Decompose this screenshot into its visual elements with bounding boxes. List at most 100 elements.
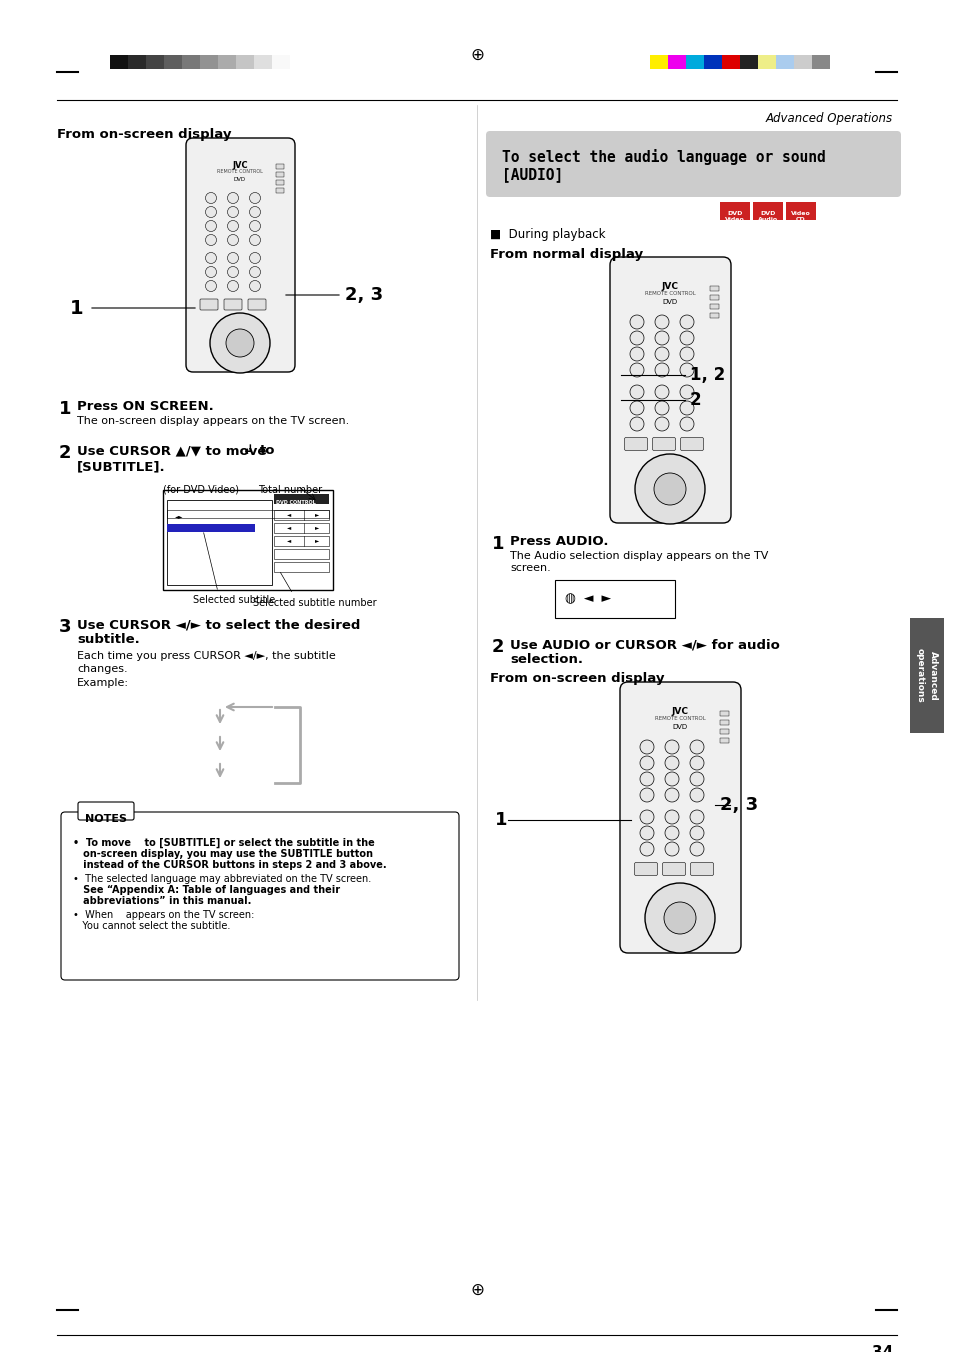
- Circle shape: [250, 220, 260, 231]
- Bar: [274, 549, 329, 558]
- Text: changes.: changes.: [77, 664, 128, 675]
- Circle shape: [227, 266, 238, 277]
- Circle shape: [639, 826, 654, 840]
- Bar: [740, 55, 758, 69]
- Circle shape: [655, 362, 668, 377]
- Bar: [709, 314, 719, 318]
- Text: JVC: JVC: [671, 707, 688, 717]
- Circle shape: [663, 902, 696, 934]
- Bar: [275, 164, 284, 169]
- Bar: [274, 535, 329, 546]
- Text: JVC: JVC: [232, 161, 248, 170]
- Text: screen.: screen.: [510, 562, 550, 573]
- Text: Use CURSOR ◄/► to select the desired: Use CURSOR ◄/► to select the desired: [77, 618, 360, 631]
- Bar: [793, 55, 811, 69]
- Circle shape: [205, 234, 216, 246]
- Text: Advanced Operations: Advanced Operations: [765, 112, 892, 124]
- FancyBboxPatch shape: [78, 802, 133, 821]
- Text: ◄: ◄: [287, 538, 291, 544]
- FancyBboxPatch shape: [661, 863, 685, 876]
- Text: Press AUDIO.: Press AUDIO.: [510, 535, 608, 548]
- Bar: [709, 295, 719, 300]
- Bar: [274, 510, 329, 521]
- Circle shape: [205, 266, 216, 277]
- Text: REMOTE CONTROL: REMOTE CONTROL: [654, 717, 704, 721]
- FancyBboxPatch shape: [485, 131, 900, 197]
- Text: 2, 3: 2, 3: [720, 796, 758, 814]
- Text: ⊕: ⊕: [470, 1280, 483, 1299]
- Bar: [167, 510, 329, 518]
- Text: You cannot select the subtitle.: You cannot select the subtitle.: [73, 921, 230, 932]
- Text: The Audio selection display appears on the TV: The Audio selection display appears on t…: [510, 552, 767, 561]
- Text: DVD: DVD: [726, 211, 741, 216]
- Bar: [720, 729, 728, 734]
- Text: From on-screen display: From on-screen display: [490, 672, 664, 685]
- Circle shape: [664, 772, 679, 786]
- Bar: [785, 201, 815, 220]
- Bar: [709, 304, 719, 310]
- Bar: [752, 201, 782, 220]
- Text: 1: 1: [495, 811, 507, 829]
- Circle shape: [629, 347, 643, 361]
- Circle shape: [250, 207, 260, 218]
- Text: [AUDIO]: [AUDIO]: [501, 168, 562, 183]
- Bar: [164, 55, 182, 69]
- Text: 1: 1: [59, 400, 71, 418]
- Bar: [685, 55, 703, 69]
- Text: DVD: DVD: [661, 299, 677, 306]
- Circle shape: [639, 772, 654, 786]
- Text: NOTES: NOTES: [85, 814, 127, 823]
- Text: DVD: DVD: [760, 211, 775, 216]
- Bar: [720, 738, 728, 744]
- Bar: [110, 55, 128, 69]
- Text: [SUBTITLE].: [SUBTITLE].: [77, 460, 166, 473]
- Circle shape: [635, 454, 704, 525]
- Circle shape: [689, 826, 703, 840]
- Text: 2, 3: 2, 3: [345, 287, 383, 304]
- Bar: [128, 55, 146, 69]
- FancyBboxPatch shape: [186, 138, 294, 372]
- Circle shape: [639, 756, 654, 771]
- Circle shape: [639, 810, 654, 823]
- Bar: [182, 55, 200, 69]
- Circle shape: [250, 192, 260, 204]
- Text: on-screen display, you may use the SUBTITLE button: on-screen display, you may use the SUBTI…: [73, 849, 373, 859]
- Circle shape: [205, 192, 216, 204]
- Bar: [720, 201, 749, 220]
- Text: ◍  ◄  ►: ◍ ◄ ►: [564, 592, 611, 604]
- Circle shape: [689, 810, 703, 823]
- Text: ◄: ◄: [287, 512, 291, 518]
- Text: DVD CONTROL: DVD CONTROL: [275, 500, 315, 506]
- Text: ►: ►: [314, 512, 318, 518]
- Circle shape: [689, 842, 703, 856]
- Circle shape: [689, 756, 703, 771]
- Circle shape: [639, 842, 654, 856]
- Text: abbreviations” in this manual.: abbreviations” in this manual.: [73, 896, 251, 906]
- Text: From on-screen display: From on-screen display: [57, 128, 232, 141]
- Text: Selected subtitle: Selected subtitle: [193, 595, 275, 604]
- Circle shape: [210, 314, 270, 373]
- Circle shape: [226, 329, 253, 357]
- Circle shape: [629, 402, 643, 415]
- Text: Selected subtitle number: Selected subtitle number: [253, 598, 376, 608]
- Text: ◄: ◄: [287, 526, 291, 530]
- FancyBboxPatch shape: [652, 438, 675, 450]
- Text: instead of the CURSOR buttons in steps 2 and 3 above.: instead of the CURSOR buttons in steps 2…: [73, 860, 386, 869]
- Text: Video: Video: [790, 211, 810, 216]
- FancyBboxPatch shape: [200, 299, 218, 310]
- Text: 1, 2: 1, 2: [689, 366, 724, 384]
- Circle shape: [679, 347, 693, 361]
- Text: ⊕: ⊕: [470, 46, 483, 64]
- Text: 1: 1: [492, 535, 504, 553]
- Circle shape: [227, 280, 238, 292]
- Circle shape: [655, 385, 668, 399]
- Circle shape: [250, 266, 260, 277]
- Text: •  The selected language may abbreviated on the TV screen.: • The selected language may abbreviated …: [73, 873, 371, 884]
- FancyBboxPatch shape: [248, 299, 266, 310]
- Circle shape: [629, 315, 643, 329]
- FancyBboxPatch shape: [634, 863, 657, 876]
- Text: •  When    appears on the TV screen:: • When appears on the TV screen:: [73, 910, 254, 919]
- Circle shape: [205, 253, 216, 264]
- Circle shape: [227, 192, 238, 204]
- Bar: [235, 55, 253, 69]
